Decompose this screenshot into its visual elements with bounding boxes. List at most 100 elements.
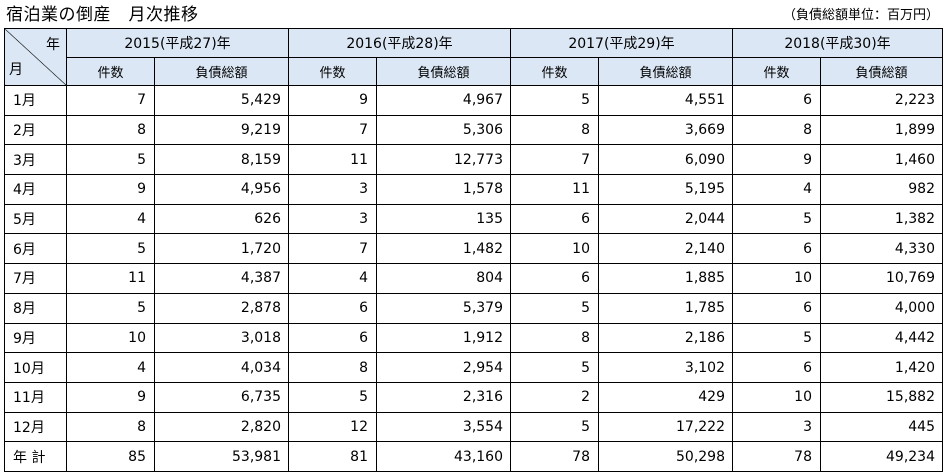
debt-cell: 4,034 [154,352,289,383]
count-cell: 85 [66,441,155,472]
count-cell: 9 [66,381,155,413]
count-cell: 6 [732,292,821,324]
count-cell: 81 [288,441,377,472]
count-cell: 6 [732,352,821,383]
count-cell: 5 [288,381,377,413]
debt-header: 負債総額 [376,57,511,86]
debt-cell: 1,382 [820,203,943,235]
count-header: 件数 [510,57,599,86]
debt-cell: 2,878 [154,292,289,324]
count-cell: 5 [510,411,599,443]
count-cell: 4 [66,203,155,235]
year-header: 2015(平成27)年 [66,28,289,58]
debt-cell: 53,981 [154,441,289,472]
count-cell: 5 [732,203,821,235]
debt-cell: 2,044 [598,203,733,235]
debt-header: 負債総額 [154,57,289,86]
debt-cell: 3,669 [598,114,733,146]
month-cell: 9月 [4,322,67,354]
debt-cell: 2,820 [154,411,289,443]
count-cell: 9 [66,174,155,205]
count-cell: 3 [288,174,377,205]
count-cell: 6 [732,233,821,265]
debt-cell: 8,159 [154,144,289,176]
table-row: 8月 5 2,878 6 5,379 5 1,785 6 4,000 [4,292,943,324]
corner-month-label: 月 [9,62,23,78]
table-row: 6月 5 1,720 7 1,482 10 2,140 6 4,330 [4,233,943,265]
count-cell: 6 [288,292,377,324]
debt-cell: 3,102 [598,352,733,383]
count-cell: 5 [510,292,599,324]
debt-cell: 1,785 [598,292,733,324]
table-row: 1月 7 5,429 9 4,967 5 4,551 6 2,223 [4,85,943,116]
table-row: 2月 8 9,219 7 5,306 8 3,669 8 1,899 [4,114,943,146]
debt-cell: 12,773 [376,144,511,176]
debt-cell: 2,223 [820,85,943,116]
count-header: 件数 [288,57,377,86]
year-header: 2017(平成29)年 [510,28,733,58]
debt-cell: 2,186 [598,322,733,354]
table-row: 7月 11 4,387 4 804 6 1,885 10 10,769 [4,263,943,294]
count-cell: 7 [288,233,377,265]
debt-cell: 15,882 [820,381,943,413]
count-cell: 4 [66,352,155,383]
unit-note: （負債総額単位：百万円） [782,8,939,23]
table-row: 9月 10 3,018 6 1,912 8 2,186 5 4,442 [4,322,943,354]
debt-cell: 17,222 [598,411,733,443]
table-body: 1月 7 5,429 9 4,967 5 4,551 6 2,223 2月 8 9,219 7 5,306… [4,85,943,472]
table-row: 12月 8 2,820 12 3,554 5 17,222 3 445 [4,411,943,443]
count-cell: 7 [510,144,599,176]
debt-cell: 10,769 [820,263,943,294]
debt-cell: 445 [820,411,943,443]
debt-header: 負債総額 [598,57,733,86]
table-row: 5月 4 626 3 135 6 2,044 5 1,382 [4,203,943,235]
debt-cell: 49,234 [820,441,943,472]
month-cell: 10月 [4,352,67,383]
month-cell: 3月 [4,144,67,176]
month-cell: 7月 [4,263,67,294]
count-cell: 6 [510,263,599,294]
month-cell: 2月 [4,114,67,146]
count-cell: 8 [66,114,155,146]
debt-cell: 804 [376,263,511,294]
count-cell: 78 [510,441,599,472]
count-cell: 9 [732,144,821,176]
count-cell: 8 [510,114,599,146]
bankruptcy-table: 年 月 2015(平成27)年 2016(平成28)年 2017(平成29)年 … [4,28,943,472]
debt-cell: 4,387 [154,263,289,294]
count-cell: 8 [288,352,377,383]
count-cell: 11 [66,263,155,294]
table-row: 3月 5 8,159 11 12,773 7 6,090 9 1,460 [4,144,943,176]
month-cell: 1月 [4,85,67,116]
count-cell: 5 [510,85,599,116]
month-cell: 4月 [4,174,67,205]
count-cell: 7 [66,85,155,116]
count-cell: 3 [288,203,377,235]
table-row: 4月 9 4,956 3 1,578 11 5,195 4 982 [4,174,943,205]
count-cell: 5 [66,144,155,176]
count-cell: 3 [732,411,821,443]
debt-cell: 5,429 [154,85,289,116]
debt-cell: 50,298 [598,441,733,472]
count-cell: 5 [66,233,155,265]
debt-cell: 9,219 [154,114,289,146]
debt-cell: 626 [154,203,289,235]
corner-year-label: 年 [46,37,60,53]
count-header: 件数 [732,57,821,86]
table-row: 10月 4 4,034 8 2,954 5 3,102 6 1,420 [4,352,943,383]
count-cell: 10 [66,322,155,354]
debt-cell: 1,578 [376,174,511,205]
month-cell: 8月 [4,292,67,324]
year-header: 2016(平成28)年 [288,28,511,58]
count-cell: 6 [732,85,821,116]
count-cell: 78 [732,441,821,472]
count-cell: 5 [510,352,599,383]
count-cell: 10 [510,233,599,265]
debt-cell: 2,140 [598,233,733,265]
debt-cell: 4,000 [820,292,943,324]
debt-cell: 135 [376,203,511,235]
debt-cell: 5,306 [376,114,511,146]
debt-cell: 2,954 [376,352,511,383]
debt-cell: 1,460 [820,144,943,176]
count-cell: 11 [510,174,599,205]
